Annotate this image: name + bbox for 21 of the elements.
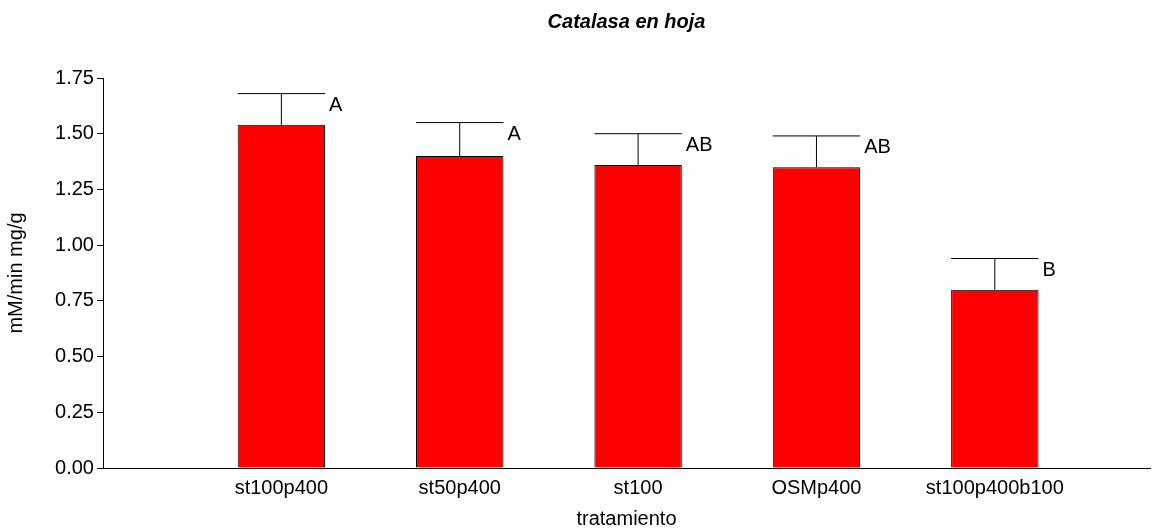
x-tick-label: st100p400 — [234, 475, 329, 498]
chart-title: Catalasa en hoja — [547, 9, 706, 32]
y-axis-title: mM/min mg/g — [3, 212, 26, 334]
x-tick-label: st50p400 — [418, 475, 501, 498]
x-tick-label: st100 — [613, 475, 663, 498]
y-tick-label: 1.25 — [55, 176, 94, 199]
y-tick-label: 1.00 — [55, 232, 94, 255]
annotation: A — [329, 93, 344, 116]
y-tick-label: 0.75 — [55, 288, 94, 311]
annotation: AB — [685, 133, 713, 156]
annotation: AB — [864, 135, 891, 158]
annotation: B — [1042, 258, 1056, 281]
x-tick-label: OSMp400 — [771, 475, 862, 498]
y-tick-label: 0.50 — [55, 344, 94, 367]
x-axis-title: tratamiento — [576, 506, 677, 529]
y-tick-label: 0.00 — [55, 455, 94, 478]
x-tick-label: st100p400b100 — [925, 475, 1064, 498]
annotation: A — [507, 122, 522, 145]
y-tick-label: 0.25 — [55, 399, 94, 422]
y-tick-label: 1.50 — [55, 121, 94, 144]
y-tick-label: 1.75 — [55, 65, 94, 88]
